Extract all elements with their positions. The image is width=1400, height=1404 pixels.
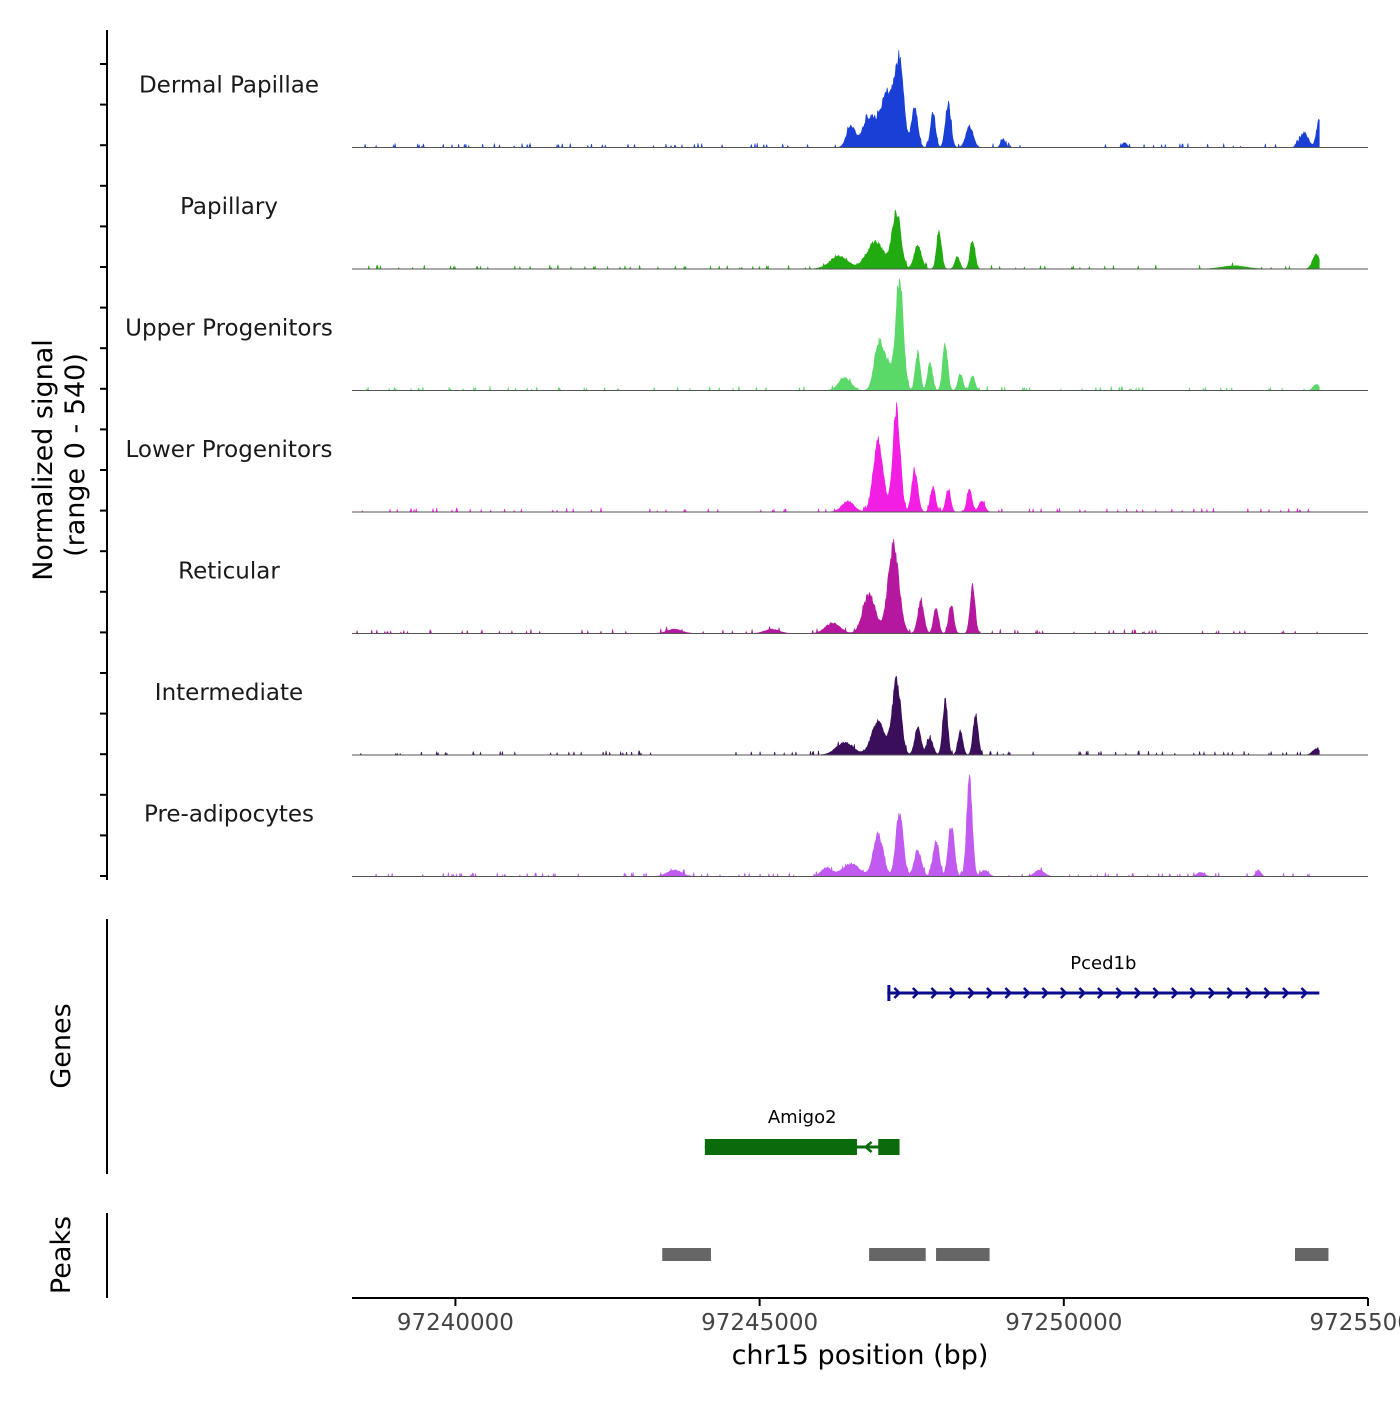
gene-exon <box>878 1139 900 1155</box>
peak-region-bar <box>1294 1248 1329 1261</box>
signal-area <box>352 209 1320 271</box>
strand-arrow <box>1244 987 1253 999</box>
strand-arrow <box>911 987 920 999</box>
gene-exon <box>704 1139 857 1155</box>
strand-arrow <box>1152 987 1161 999</box>
x-tick-label: 97245000 <box>701 1310 818 1336</box>
gene-label: Amigo2 <box>768 1107 837 1128</box>
track-label: Papillary <box>180 194 278 220</box>
strand-arrow <box>863 1141 873 1153</box>
strand-arrow <box>967 987 976 999</box>
gene-exon <box>887 985 891 1001</box>
peak-region-bar <box>662 1248 711 1261</box>
strand-arrow <box>1022 987 1031 999</box>
track-dermal-papillae: Dermal Papillae <box>139 50 1368 149</box>
strand-arrow <box>1041 987 1050 999</box>
signal-area <box>352 538 1320 635</box>
strand-arrow <box>985 987 994 999</box>
gene-label: Pced1b <box>1070 953 1136 974</box>
strand-arrow <box>1170 987 1179 999</box>
signal-tracks: Dermal Papillae Papillary Upper Progenitor… <box>125 50 1368 878</box>
x-axis: 97240000 97245000 97250000 97255000 <box>352 1297 1400 1336</box>
x-tick-label: 97250000 <box>1005 1310 1122 1336</box>
peaks-y-axis-label: Peaks <box>46 1216 77 1294</box>
track-label: Dermal Papillae <box>139 73 319 99</box>
track-label: Intermediate <box>155 680 303 706</box>
strand-arrow <box>1078 987 1087 999</box>
strand-arrow <box>1059 987 1068 999</box>
track-pre-adipocytes: Pre-adipocytes <box>144 774 1368 878</box>
peak-region-bar <box>869 1248 926 1261</box>
peak-region-bar <box>936 1248 990 1261</box>
gene-pced1b: Pced1b <box>887 953 1320 1001</box>
signal-area <box>352 402 1320 514</box>
signal-area <box>352 675 1320 757</box>
strand-arrow <box>1207 987 1216 999</box>
signal-y-axis-label-line1: Normalized signal <box>28 339 59 581</box>
peak-regions-track <box>662 1248 1329 1261</box>
gene-annotation-track: Pced1b Amigo2 <box>704 953 1320 1155</box>
track-label: Lower Progenitors <box>126 437 333 463</box>
x-tick-label: 97240000 <box>397 1310 514 1336</box>
genes-y-axis-label: Genes <box>46 1003 77 1088</box>
strand-arrow <box>893 987 902 999</box>
signal-area <box>352 50 1320 149</box>
x-tick-label: 97255000 <box>1309 1310 1400 1336</box>
strand-arrow <box>1281 987 1290 999</box>
strand-arrow <box>1115 987 1124 999</box>
x-axis-label: chr15 position (bp) <box>732 1340 989 1371</box>
track-papillary: Papillary <box>180 194 1368 271</box>
strand-arrow <box>1004 987 1013 999</box>
track-label: Upper Progenitors <box>125 316 333 342</box>
strand-arrow <box>930 987 939 999</box>
strand-arrow <box>948 987 957 999</box>
signal-left-axis <box>100 30 108 880</box>
strand-arrow <box>1263 987 1272 999</box>
signal-area <box>352 278 1320 392</box>
signal-y-axis-label-line2: (range 0 - 540) <box>60 353 91 557</box>
track-upper-progenitors: Upper Progenitors <box>125 278 1368 392</box>
track-label: Pre-adipocytes <box>144 802 314 828</box>
gene-amigo2: Amigo2 <box>704 1107 900 1155</box>
track-lower-progenitors: Lower Progenitors <box>126 402 1368 514</box>
track-intermediate: Intermediate <box>155 675 1368 757</box>
strand-arrow <box>1096 987 1105 999</box>
strand-arrow <box>1300 987 1309 999</box>
strand-arrow <box>1189 987 1198 999</box>
track-reticular: Reticular <box>178 538 1368 635</box>
strand-arrow <box>1226 987 1235 999</box>
strand-arrow <box>1133 987 1142 999</box>
signal-area <box>352 774 1320 878</box>
track-label: Reticular <box>178 559 280 585</box>
